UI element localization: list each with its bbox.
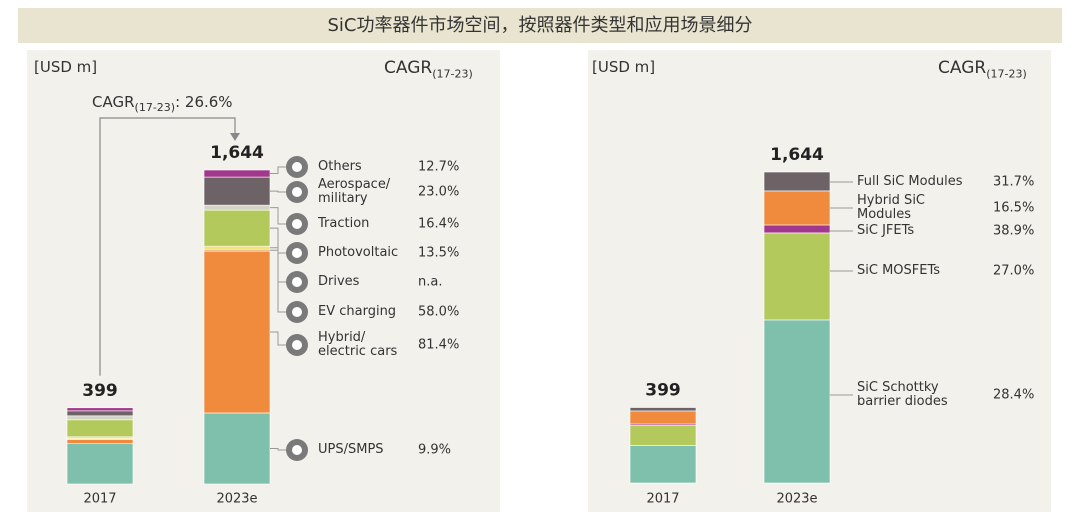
- bar-segment: [66, 443, 134, 485]
- legend-label: SiC Schottky barrier diodes: [857, 380, 948, 409]
- icon-inner: [292, 248, 302, 258]
- bar-segment: [66, 407, 134, 412]
- leader-line: [270, 331, 286, 346]
- legend-label: Full SiC Modules: [857, 174, 963, 189]
- bar-segment: [629, 407, 697, 412]
- legend-label: Drives: [318, 274, 360, 289]
- bar-segment: [763, 171, 831, 192]
- legend-label: Hybrid SiC Modules: [857, 193, 926, 222]
- legend-label: Traction: [318, 216, 370, 231]
- bar-segment: [203, 204, 271, 211]
- header-sub: (17-23): [432, 67, 473, 81]
- bar-segment: [629, 410, 697, 425]
- header-main: CAGR: [384, 58, 433, 78]
- icon-inner: [292, 307, 302, 317]
- cagr-value: 81.4%: [418, 337, 460, 353]
- legend-label: Photovoltaic: [318, 245, 399, 260]
- legend-label: Aerospace/ military: [318, 177, 391, 206]
- x-tick-label: 2023e: [216, 492, 257, 507]
- bar-segment: [203, 176, 271, 206]
- page-title: SiC功率器件市场空间，按照器件类型和应用场景细分: [328, 15, 753, 36]
- header-label: CAGR(17-23): [938, 58, 1027, 80]
- bar-segment: [203, 169, 271, 178]
- cagr-value: 12.7%: [418, 159, 460, 175]
- cagr-arrowhead: [230, 133, 240, 141]
- leader-line: [270, 227, 286, 254]
- header-main: CAGR: [92, 93, 135, 111]
- total-label: 1,644: [210, 143, 264, 163]
- total-label: 399: [82, 381, 118, 401]
- icon-inner: [292, 219, 302, 229]
- bar-segment: [763, 224, 831, 234]
- bar-segment: [629, 445, 697, 484]
- bar-segment: [66, 410, 134, 417]
- unit-label: [USD m]: [592, 58, 656, 76]
- cagr-value: 28.4%: [993, 387, 1035, 403]
- icon-inner: [292, 445, 302, 455]
- header-text: : 26.6%: [175, 93, 233, 111]
- header-label: CAGR(17-23): [384, 58, 473, 80]
- bar-segment: [203, 209, 271, 247]
- leader-line: [270, 190, 286, 193]
- legend-label: SiC MOSFETs: [857, 263, 941, 278]
- cagr-value: 31.7%: [993, 174, 1035, 190]
- x-tick-label: 2017: [646, 492, 679, 507]
- bar-segment: [66, 419, 134, 438]
- icon-inner: [292, 162, 302, 172]
- icon-inner: [292, 277, 302, 287]
- bar-segment: [203, 250, 271, 414]
- bar-segment: [66, 415, 134, 421]
- header-main: CAGR: [938, 58, 987, 78]
- cagr-value: 38.9%: [993, 223, 1035, 239]
- cagr-value: 16.4%: [418, 216, 460, 232]
- legend-label: EV charging: [318, 304, 397, 319]
- leader-line: [270, 207, 286, 225]
- leader-line: [270, 247, 286, 283]
- bar-segment: [66, 439, 134, 444]
- cagr-value: 58.0%: [418, 304, 460, 320]
- legend-label: Others: [318, 159, 362, 174]
- cagr-value: 13.5%: [418, 245, 460, 261]
- legend-label: UPS/SMPS: [318, 442, 384, 457]
- cagr-value: 27.0%: [993, 263, 1035, 279]
- bar-segment: [763, 190, 831, 226]
- header-sub: (17-23): [986, 67, 1027, 81]
- cagr-value: 16.5%: [993, 200, 1035, 216]
- legend-label: Hybrid/ electric cars: [318, 330, 398, 359]
- icon-inner: [292, 187, 302, 197]
- header-sub: (17-23): [134, 101, 176, 114]
- leader-line: [270, 166, 286, 175]
- x-tick-label: 2023e: [776, 492, 817, 507]
- cagr-value: n.a.: [418, 274, 443, 290]
- bar-segment: [629, 425, 697, 446]
- bar-segment: [763, 319, 831, 484]
- cagr-value: 9.9%: [418, 442, 452, 458]
- title-bar: [18, 8, 1062, 43]
- total-label: 399: [645, 381, 681, 401]
- icon-inner: [292, 340, 302, 350]
- header-label: CAGR(17-23): 26.6%: [92, 93, 233, 114]
- cagr-value: 23.0%: [418, 184, 460, 200]
- bar-segment: [203, 245, 271, 250]
- cagr-arrow: [99, 117, 236, 376]
- x-tick-label: 2017: [83, 492, 116, 507]
- unit-label: [USD m]: [34, 58, 98, 76]
- total-label: 1,644: [770, 145, 824, 165]
- bar-segment: [763, 232, 831, 321]
- legend-label: SiC JFETs: [857, 223, 915, 238]
- bar-segment: [203, 412, 271, 485]
- leader-line: [270, 447, 286, 451]
